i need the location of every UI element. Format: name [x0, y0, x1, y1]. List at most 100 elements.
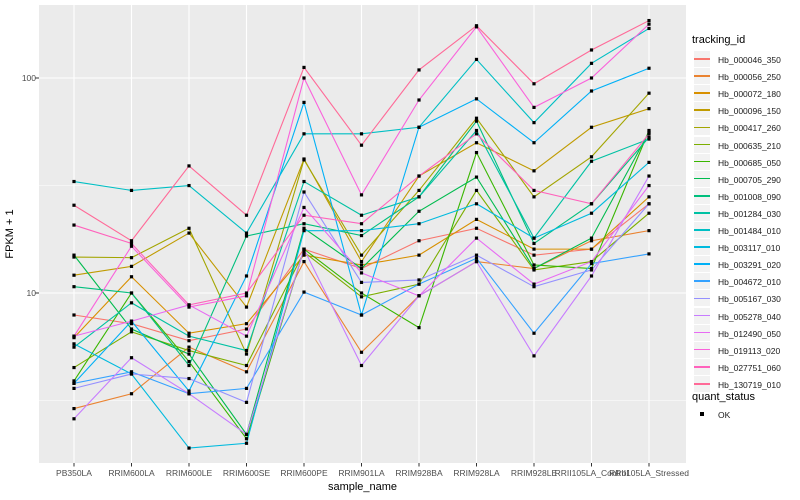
data-point: [187, 303, 191, 307]
data-point: [302, 76, 306, 80]
data-point: [417, 188, 421, 193]
data-point: [244, 334, 249, 338]
legend-key-line: [694, 297, 710, 300]
legend-entry-label: Hb_001284_030: [718, 208, 781, 219]
legend-entry-label: Hb_000056_250: [718, 72, 781, 83]
data-point: [187, 164, 191, 168]
data-point: [302, 65, 306, 70]
data-point: [532, 188, 536, 193]
data-point: [589, 202, 594, 206]
data-point: [417, 195, 421, 199]
data-point: [302, 190, 306, 194]
data-point: [129, 241, 134, 246]
data-point: [244, 370, 249, 374]
data-point: [474, 150, 479, 155]
data-point: [72, 417, 76, 421]
data-point: [359, 222, 364, 226]
data-point: [187, 331, 191, 335]
legend-entry-label: Hb_000685_050: [718, 157, 781, 168]
data-point: [187, 339, 191, 343]
data-point: [72, 313, 76, 317]
data-point: [187, 345, 191, 349]
x-tick-label-RRII105LA_Stressed: RRII105LA_Stressed: [609, 468, 689, 478]
data-point: [647, 26, 651, 31]
y-tick-label-100: 100: [21, 73, 36, 83]
data-point: [129, 291, 134, 295]
data-point: [187, 359, 191, 364]
legend-key-line: [694, 75, 710, 77]
data-point: [532, 263, 536, 267]
data-point: [72, 255, 76, 259]
data-point: [187, 363, 191, 368]
data-point: [244, 400, 249, 404]
data-point: [474, 141, 479, 145]
data-point: [474, 132, 479, 136]
legend-key-line: [694, 92, 710, 94]
legend: tracking_id Hb_000046_350 Hb_000056_250 Hb…: [690, 0, 800, 500]
legend-entry-label: Hb_012490_050: [718, 328, 781, 339]
data-point: [532, 121, 536, 125]
data-point: [302, 222, 306, 226]
data-point: [244, 305, 249, 309]
legend-entry-label: Hb_000635_210: [718, 140, 781, 151]
data-point: [244, 322, 249, 326]
data-point: [589, 155, 594, 159]
data-point: [417, 294, 421, 298]
data-point: [302, 132, 306, 136]
data-point: [359, 132, 364, 136]
data-point: [417, 68, 421, 72]
data-point: [589, 274, 594, 278]
legend-key-line: [694, 194, 710, 197]
data-point: [359, 280, 364, 285]
y-axis-title: FPKM + 1: [4, 209, 16, 259]
data-point: [129, 275, 134, 279]
x-tick-label-PB350LA: PB350LA: [56, 468, 92, 478]
data-point: [647, 22, 651, 26]
legend-entry-label: Hb_001008_090: [718, 191, 781, 202]
data-point: [187, 376, 191, 381]
data-point: [244, 363, 249, 368]
legend-key-line: [694, 212, 710, 214]
data-point: [72, 334, 76, 338]
data-point: [129, 356, 134, 360]
x-tick-label-RRIM600LE: RRIM600LE: [165, 468, 213, 478]
data-point: [129, 330, 134, 334]
data-point: [302, 100, 306, 105]
data-point: [474, 256, 479, 260]
data-point: [532, 331, 536, 335]
data-point: [417, 239, 421, 243]
data-point: [417, 209, 421, 213]
legend-key-swatch: [694, 136, 710, 153]
legend-entry-label: Hb_000705_290: [718, 174, 781, 185]
legend-key-swatch: [694, 170, 710, 187]
legend-key-swatch: [694, 406, 710, 422]
legend-key-line: [694, 246, 710, 248]
data-point: [187, 305, 191, 309]
data-point: [474, 24, 479, 28]
data-point: [532, 169, 536, 173]
data-point: [244, 386, 249, 390]
data-point: [474, 202, 479, 206]
data-point: [72, 179, 76, 184]
data-point: [187, 446, 191, 450]
data-point: [647, 195, 651, 199]
data-point: [589, 89, 594, 93]
legend-key-swatch: [694, 358, 710, 375]
data-point: [532, 266, 536, 271]
legend-key-line: [694, 314, 710, 317]
legend-key-swatch: [694, 119, 710, 136]
data-point: [72, 273, 76, 277]
data-point: [72, 203, 76, 207]
legend-key-line: [694, 348, 710, 351]
data-point: [647, 130, 651, 134]
x-tick-label-RRIM600LA: RRIM600LA: [108, 468, 155, 478]
data-point: [532, 105, 536, 109]
data-point: [589, 61, 594, 65]
legend-key-swatch: [694, 341, 710, 358]
data-point: [474, 236, 479, 240]
data-point: [359, 259, 364, 264]
legend-title-quant-status: quant_status: [692, 391, 755, 403]
data-point: [187, 352, 191, 356]
legend-key-swatch: [694, 375, 710, 392]
legend-key-swatch: [694, 256, 710, 273]
